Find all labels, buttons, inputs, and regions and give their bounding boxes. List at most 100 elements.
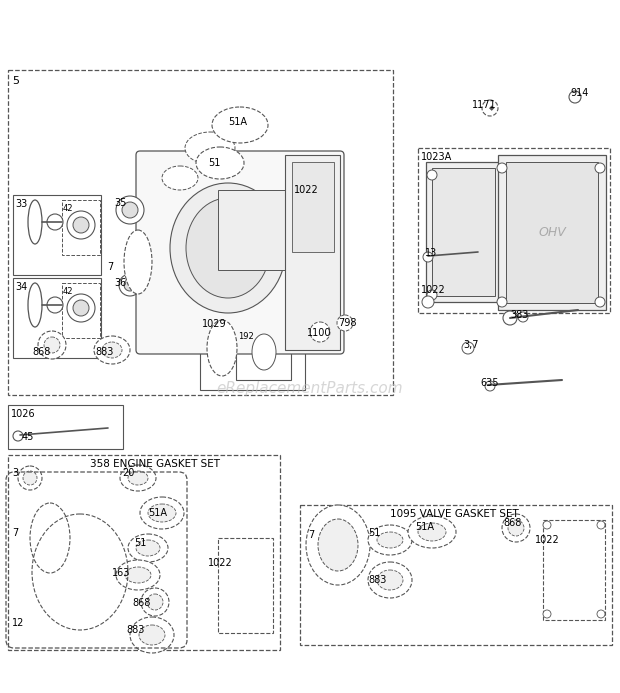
Circle shape (503, 311, 517, 325)
Text: 7: 7 (107, 262, 113, 272)
Circle shape (497, 163, 507, 173)
Text: 868: 868 (503, 518, 521, 528)
Text: 1022: 1022 (535, 535, 560, 545)
Ellipse shape (377, 532, 403, 548)
Ellipse shape (196, 147, 244, 179)
Text: 1023A: 1023A (421, 152, 452, 162)
Text: 1022: 1022 (421, 285, 446, 295)
Circle shape (73, 217, 89, 233)
Bar (418, 148, 610, 313)
Bar (13, 195, 101, 275)
Circle shape (18, 466, 42, 490)
Text: 1171: 1171 (472, 100, 497, 110)
Ellipse shape (120, 465, 156, 491)
Bar (218, 538, 273, 633)
Ellipse shape (306, 505, 370, 585)
Circle shape (485, 381, 495, 391)
Circle shape (124, 279, 136, 291)
Text: 7: 7 (308, 530, 314, 540)
Ellipse shape (186, 198, 270, 298)
Bar (432, 168, 495, 296)
Bar (426, 162, 501, 302)
Circle shape (13, 431, 23, 441)
Text: eReplacementParts.com: eReplacementParts.com (216, 380, 404, 396)
Text: 7: 7 (12, 528, 18, 538)
Bar (292, 162, 334, 252)
Text: 798: 798 (338, 318, 356, 328)
Bar (8, 405, 123, 449)
Text: 34: 34 (15, 282, 27, 292)
Text: 3: 3 (12, 468, 18, 478)
Bar (13, 278, 101, 358)
Ellipse shape (162, 166, 198, 190)
Text: 163: 163 (112, 568, 130, 578)
Ellipse shape (116, 560, 160, 590)
Text: 51: 51 (134, 538, 146, 548)
Circle shape (543, 521, 551, 529)
Circle shape (569, 91, 581, 103)
Ellipse shape (136, 540, 160, 556)
Ellipse shape (125, 567, 151, 583)
Text: 42: 42 (63, 204, 74, 213)
Circle shape (310, 322, 330, 342)
Ellipse shape (30, 503, 70, 573)
Text: 883: 883 (368, 575, 386, 585)
Text: 33: 33 (15, 199, 27, 209)
Circle shape (543, 610, 551, 618)
Text: 42: 42 (63, 287, 74, 296)
Text: 1026: 1026 (11, 409, 35, 419)
Circle shape (482, 100, 498, 116)
Bar (285, 155, 340, 350)
Bar (300, 505, 612, 645)
Text: 51: 51 (208, 158, 220, 168)
Circle shape (67, 211, 95, 239)
Ellipse shape (140, 497, 184, 529)
Bar (218, 190, 298, 270)
Bar (200, 315, 305, 390)
Circle shape (122, 202, 138, 218)
Ellipse shape (368, 562, 412, 598)
Text: 1100: 1100 (307, 328, 332, 338)
Circle shape (73, 300, 89, 316)
Circle shape (462, 342, 474, 354)
Circle shape (116, 196, 144, 224)
Circle shape (44, 337, 60, 353)
Text: 635: 635 (480, 378, 498, 388)
Text: 868: 868 (32, 347, 50, 357)
Text: 51: 51 (368, 528, 381, 538)
Circle shape (147, 594, 163, 610)
Text: 192: 192 (238, 332, 254, 341)
Text: 13: 13 (425, 248, 437, 258)
Ellipse shape (124, 230, 152, 294)
Ellipse shape (130, 617, 174, 653)
Bar (543, 520, 605, 620)
Text: 883: 883 (95, 347, 113, 357)
Ellipse shape (148, 504, 176, 522)
Ellipse shape (368, 525, 412, 555)
Circle shape (597, 610, 605, 618)
Bar (8, 70, 393, 395)
Text: 3,7: 3,7 (463, 340, 479, 350)
Text: 12: 12 (12, 618, 24, 628)
Text: 868: 868 (132, 598, 151, 608)
Ellipse shape (408, 516, 456, 548)
Bar (236, 328, 291, 380)
Bar (62, 283, 100, 338)
Ellipse shape (28, 283, 42, 327)
Ellipse shape (207, 320, 237, 376)
Text: 358 ENGINE GASKET SET: 358 ENGINE GASKET SET (90, 459, 220, 469)
Circle shape (47, 214, 63, 230)
Text: 1022: 1022 (294, 185, 319, 195)
Circle shape (67, 294, 95, 322)
Text: 383: 383 (510, 310, 528, 320)
Text: 45: 45 (22, 432, 34, 442)
Circle shape (427, 170, 437, 180)
Circle shape (597, 521, 605, 529)
Text: 914: 914 (570, 88, 588, 98)
Bar (506, 162, 598, 303)
Text: 20: 20 (122, 468, 135, 478)
Circle shape (47, 297, 63, 313)
Bar (8, 455, 280, 650)
Circle shape (497, 297, 507, 307)
Ellipse shape (128, 471, 148, 485)
